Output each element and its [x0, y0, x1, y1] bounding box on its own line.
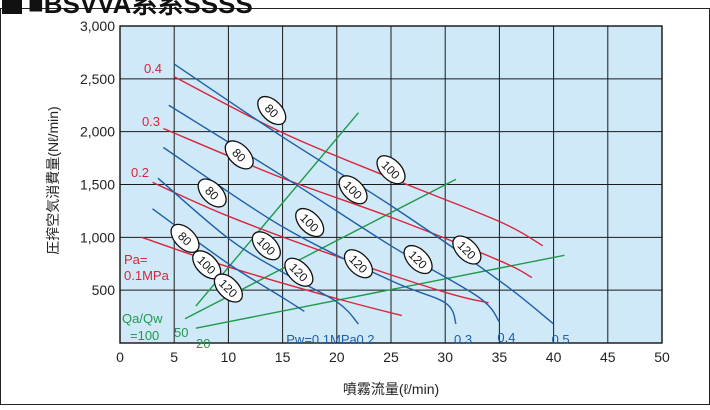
ratio-line-label: =100 [130, 328, 159, 343]
plot-border [119, 25, 663, 344]
air-pressure-curve [152, 181, 489, 304]
flow-marker-badge [213, 273, 243, 303]
flow-marker: 80 [257, 95, 287, 126]
water-pressure-curve [173, 63, 555, 325]
water-pressure-label: 0.5 [552, 332, 570, 347]
ratio-line-label: 20 [196, 336, 210, 351]
flow-marker-badge [170, 223, 200, 253]
air-pressure-label: Pa= [124, 252, 148, 267]
x-tick-label: 50 [654, 349, 670, 365]
air-pressure-label: 0.2 [131, 165, 149, 180]
water-pressure-curve [157, 177, 359, 325]
x-tick-label: 40 [546, 349, 562, 365]
flow-marker-badge [343, 249, 374, 279]
page-heading-text: ■BSVVA系系SSSS [28, 0, 253, 19]
ratio-line [195, 254, 565, 329]
flow-marker-badge [257, 95, 287, 126]
ratio-prefix-label: Qa/Qw [122, 311, 163, 326]
flow-marker-badge [197, 178, 227, 208]
page-heading: ■BSVVA系系SSSS [2, 0, 253, 19]
air-pressure-label: 0.3 [142, 114, 160, 129]
x-tick-label: 45 [600, 349, 616, 365]
x-tick-label: 20 [329, 349, 345, 365]
x-tick-label: 30 [437, 349, 453, 365]
x-tick-label: 25 [383, 349, 399, 365]
x-axis-title: 噴霧流量(ℓ/min) [343, 381, 439, 397]
x-tick-label: 10 [221, 349, 237, 365]
air-pressure-curve [141, 236, 403, 317]
water-pressure-label: Pw=0.1MPa [286, 332, 357, 347]
x-tick-label: 35 [492, 349, 508, 365]
x-tick-label: 15 [275, 349, 291, 365]
flow-marker-badge [251, 231, 281, 261]
air-pressure-label: 0.4 [144, 61, 162, 76]
x-tick-label: 5 [170, 349, 178, 365]
y-axis-title: 圧搾空気消費量(Nℓ/min) [45, 106, 61, 254]
water-pressure-curves [152, 63, 555, 325]
flow-marker-badge [403, 244, 433, 275]
flow-marker-badge [284, 257, 314, 287]
y-tick-label: 1,500 [80, 177, 115, 193]
flow-marker: 80 [170, 223, 200, 253]
y-tick-label: 2,500 [80, 71, 115, 87]
flow-marker: 80 [197, 178, 227, 208]
ratio-line-label: 50 [174, 325, 188, 340]
y-tick-label: 2,000 [80, 124, 115, 140]
water-pressure-label: 0.2 [356, 332, 374, 347]
flow-marker: 80 [224, 140, 254, 170]
water-pressure-label: 0.3 [454, 332, 472, 347]
y-tick-label: 500 [92, 282, 116, 298]
square-bullet-icon [2, 0, 22, 14]
flow-marker-badge [224, 140, 254, 170]
flow-marker-badge [376, 155, 406, 185]
flow-marker-badge [295, 207, 325, 238]
water-pressure-label: 0.4 [497, 330, 515, 345]
air-pressure-label: 0.1MPa [124, 268, 170, 283]
flow-marker-badge [452, 235, 482, 265]
y-tick-label: 1,000 [80, 229, 115, 245]
x-tick-label: 0 [116, 349, 124, 365]
flow-marker-badge [338, 175, 368, 205]
y-tick-label: 3,000 [80, 18, 115, 34]
